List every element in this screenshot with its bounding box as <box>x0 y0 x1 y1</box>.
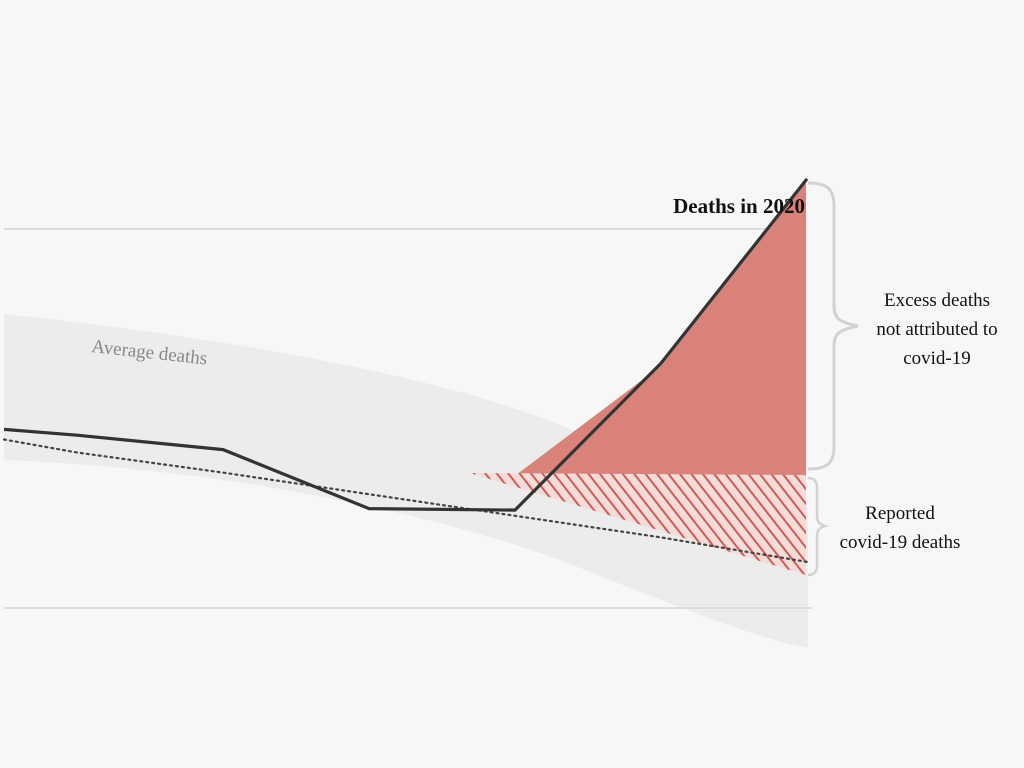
reported-covid-deaths-annotation: Reported covid-19 deaths <box>839 503 961 553</box>
reported-covid-deaths-area <box>470 473 806 575</box>
excess-deaths-brace <box>807 181 859 471</box>
excess-deaths-annotation: Excess deaths not attributed to covid-19 <box>876 290 998 369</box>
average-deaths-range-band <box>4 314 808 648</box>
deaths-2020-label: Deaths in 2020 <box>673 194 805 218</box>
reported-deaths-brace <box>807 476 829 577</box>
deaths-2020-line <box>3 177 809 512</box>
excess-deaths-area <box>516 180 806 475</box>
average-deaths-line <box>2 438 809 563</box>
